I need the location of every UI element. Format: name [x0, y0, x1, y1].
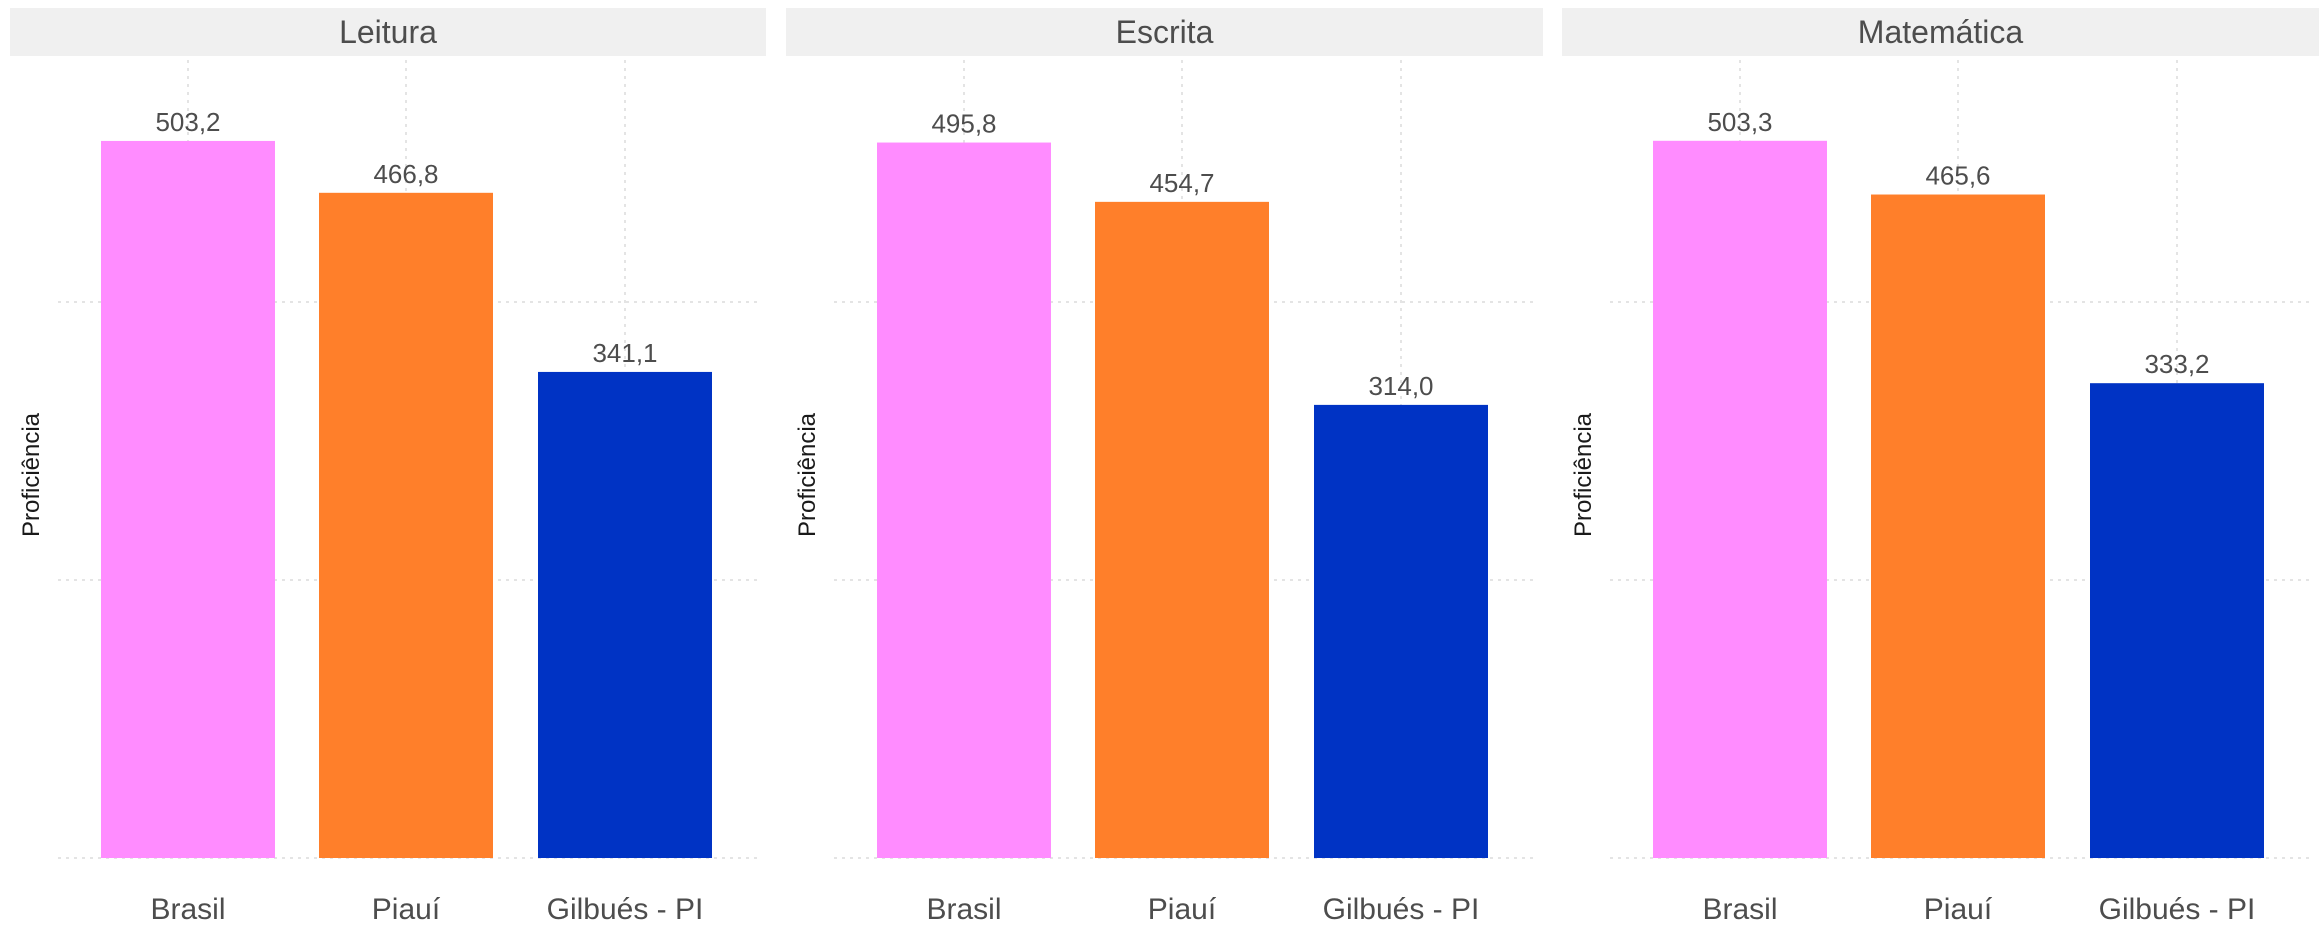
data-label: 314,0 — [1368, 371, 1433, 401]
bar-piau- — [1871, 194, 2045, 858]
data-label: 495,8 — [931, 109, 996, 139]
panel-title: Leitura — [10, 8, 766, 56]
y-axis-label: Proficiência — [1564, 0, 1604, 930]
x-tick-label: Brasil — [926, 893, 1001, 926]
y-axis-label-text: Proficiência — [1570, 412, 1597, 538]
data-label: 466,8 — [373, 159, 438, 189]
bar-brasil — [877, 142, 1051, 859]
x-tick-label: Piauí — [1148, 893, 1217, 926]
bar-gilbu-s-pi — [2090, 383, 2264, 858]
bar-brasil — [1653, 140, 1827, 859]
y-axis-label-text: Proficiência — [18, 412, 45, 538]
x-tick-label: Gilbués - PI — [2099, 893, 2256, 926]
x-tick-label: Brasil — [1702, 893, 1777, 926]
plot-area: 495,8 Brasil 454,7 Piauí 314,0 Gilbués - PI — [834, 60, 1534, 926]
x-tick-label: Piauí — [372, 893, 441, 926]
x-tick-label: Gilbués - PI — [547, 893, 704, 926]
data-label: 333,2 — [2144, 349, 2209, 379]
data-label: 341,1 — [592, 338, 657, 368]
bar-piau- — [1095, 201, 1269, 858]
x-tick-label: Piauí — [1924, 893, 1993, 926]
bar-gilbu-s-pi — [1314, 404, 1488, 858]
data-label: 465,6 — [1925, 161, 1990, 191]
plot-area: 503,3 Brasil 465,6 Piauí 333,2 Gilbués - PI — [1610, 60, 2310, 926]
panel-title: Matemática — [1562, 8, 2319, 56]
panel-escrita: Escrita — [786, 0, 1543, 930]
data-label: 454,7 — [1149, 168, 1214, 198]
panel-matematica: Matemática — [1562, 0, 2319, 930]
x-tick-label: Gilbués - PI — [1323, 893, 1480, 926]
data-label: 503,2 — [155, 107, 220, 137]
y-axis-label: Proficiência — [12, 0, 52, 930]
bar-piau- — [319, 192, 493, 858]
bar-gilbu-s-pi — [538, 371, 712, 858]
bar-brasil — [101, 140, 275, 858]
panel-title: Escrita — [786, 8, 1543, 56]
y-axis-label: Proficiência — [788, 0, 828, 930]
plot-area: 503,2 Brasil 466,8 Piauí 341,1 Gilbués - PI — [58, 60, 758, 926]
y-axis-label-text: Proficiência — [794, 412, 821, 538]
data-label: 503,3 — [1707, 107, 1772, 137]
x-tick-label: Brasil — [150, 893, 225, 926]
panel-leitura: Leitura — [10, 0, 766, 930]
